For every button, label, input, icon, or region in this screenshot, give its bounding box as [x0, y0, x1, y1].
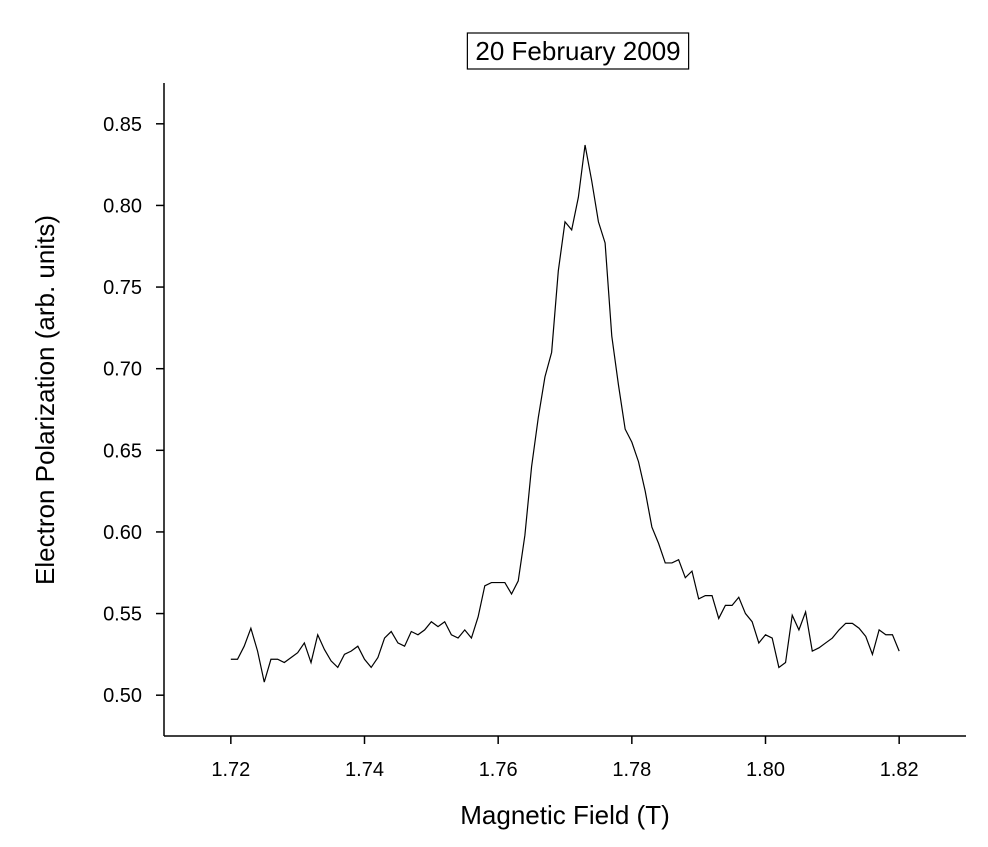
x-tick-label: 1.78: [612, 759, 651, 781]
x-tick-label: 1.74: [345, 759, 384, 781]
y-tick-label: 0.80: [103, 195, 142, 217]
y-axis-label: Electron Polarization (arb. units): [30, 215, 60, 585]
data-line: [230, 144, 900, 683]
y-tick-label: 0.50: [103, 685, 142, 707]
x-tick-label: 1.72: [211, 759, 250, 781]
y-tick-label: 0.55: [103, 604, 142, 626]
x-tick-label: 1.80: [746, 759, 785, 781]
y-tick-label: 0.70: [103, 359, 142, 381]
x-tick-label: 1.76: [479, 759, 518, 781]
y-tick-label: 0.75: [103, 277, 142, 299]
x-tick-label: 1.82: [880, 759, 919, 781]
y-tick-label: 0.60: [103, 522, 142, 544]
x-axis-label: Magnetic Field (T): [460, 800, 670, 830]
y-tick-label: 0.65: [103, 440, 142, 462]
title-box: [466, 32, 690, 70]
chart-title: 20 February 2009: [475, 36, 680, 66]
y-tick-label: 0.85: [103, 114, 142, 136]
